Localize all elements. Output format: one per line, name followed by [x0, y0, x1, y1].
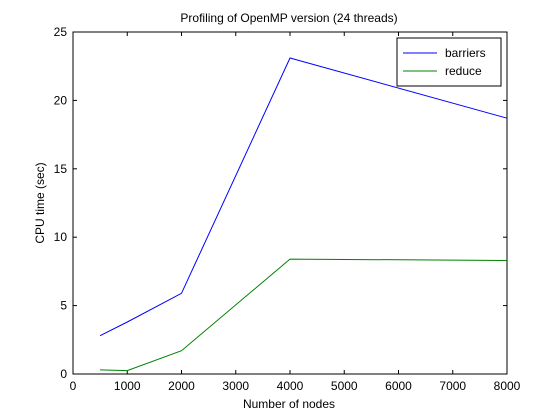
legend-label-reduce: reduce: [445, 64, 482, 78]
y-tick-label: 10: [54, 230, 68, 244]
legend: barriers reduce: [396, 37, 502, 87]
x-tick-label: 5000: [331, 379, 358, 393]
axis-ticks: 0 1000 2000 3000 4000 5000 6000 7000 8000 0 5 10 15 2…: [54, 25, 521, 393]
series-line-barriers: [99, 57, 508, 337]
x-tick-label: 3000: [222, 379, 249, 393]
y-tick-label: 20: [54, 93, 68, 107]
x-tick-label: 1000: [114, 379, 141, 393]
series-line-reduce: [100, 258, 508, 372]
series-lines: [99, 57, 508, 372]
x-tick-label: 6000: [385, 379, 412, 393]
plot-area: [72, 31, 508, 375]
x-tick-label: 0: [70, 379, 77, 393]
y-tick-label: 0: [60, 367, 67, 381]
y-tick-label: 25: [54, 25, 68, 39]
x-axis-label: Number of nodes: [243, 397, 335, 411]
y-tick-label: 15: [54, 162, 68, 176]
legend-box: [396, 37, 502, 87]
y-axis-label: CPU time (sec): [33, 162, 47, 243]
x-tick-label: 8000: [494, 379, 521, 393]
x-tick-label: 7000: [439, 379, 466, 393]
x-tick-label: 4000: [277, 379, 304, 393]
chart-title: Profiling of OpenMP version (24 threads): [180, 11, 397, 25]
x-tick-label: 2000: [168, 379, 195, 393]
y-tick-label: 5: [60, 299, 67, 313]
legend-label-barriers: barriers: [445, 46, 486, 60]
